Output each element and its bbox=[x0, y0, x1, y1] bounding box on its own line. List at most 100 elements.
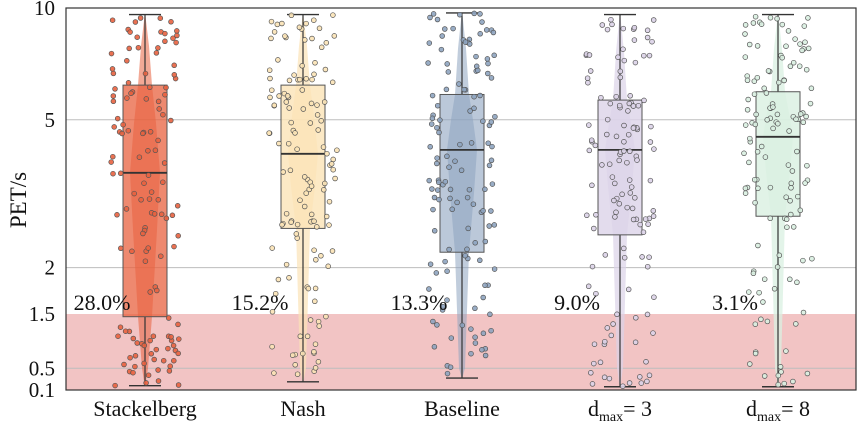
data-point bbox=[619, 191, 625, 198]
data-point bbox=[454, 199, 460, 206]
data-point bbox=[141, 342, 148, 349]
data-point bbox=[171, 357, 177, 364]
data-point bbox=[585, 79, 591, 86]
data-point bbox=[288, 219, 294, 225]
y-tick-label: 2 bbox=[45, 256, 56, 280]
data-point bbox=[426, 286, 432, 292]
data-point bbox=[602, 252, 609, 258]
data-point bbox=[632, 59, 639, 66]
data-point bbox=[447, 195, 453, 202]
data-point bbox=[756, 289, 762, 296]
data-point bbox=[641, 52, 647, 59]
data-point bbox=[591, 225, 597, 232]
data-point bbox=[470, 201, 477, 207]
data-point bbox=[111, 124, 117, 130]
data-point bbox=[299, 87, 306, 93]
data-point bbox=[612, 180, 618, 187]
data-point bbox=[482, 352, 489, 359]
data-point bbox=[466, 186, 473, 193]
data-point bbox=[267, 94, 273, 101]
data-point bbox=[790, 378, 796, 385]
data-point bbox=[108, 159, 114, 165]
data-point bbox=[171, 62, 177, 69]
data-point bbox=[291, 72, 297, 78]
data-point bbox=[742, 190, 749, 196]
data-point bbox=[755, 185, 761, 192]
data-point bbox=[648, 123, 654, 130]
data-point bbox=[322, 180, 328, 187]
data-point bbox=[294, 221, 301, 228]
data-point bbox=[625, 131, 632, 138]
data-point bbox=[326, 198, 333, 205]
data-point bbox=[135, 44, 142, 51]
data-point bbox=[437, 117, 443, 123]
data-point bbox=[624, 204, 630, 211]
data-point bbox=[146, 196, 153, 202]
data-point bbox=[752, 321, 759, 327]
data-point bbox=[586, 122, 592, 128]
x-label-3: Baseline bbox=[424, 396, 500, 421]
data-point bbox=[468, 326, 474, 332]
data-point bbox=[462, 39, 469, 45]
data-point bbox=[268, 18, 275, 25]
data-point bbox=[143, 96, 150, 102]
data-point bbox=[445, 69, 452, 75]
data-point bbox=[286, 77, 293, 84]
data-point bbox=[444, 153, 450, 160]
data-point bbox=[804, 162, 810, 169]
y-tick-label: 0.5 bbox=[29, 356, 55, 380]
data-point bbox=[426, 177, 432, 184]
data-point bbox=[585, 283, 592, 290]
data-point bbox=[165, 315, 172, 321]
data-point bbox=[314, 112, 321, 118]
data-point bbox=[330, 12, 336, 18]
y-axis-ticks: 0.10.5 1.5 2 5 10 bbox=[29, 0, 55, 402]
data-point bbox=[785, 28, 792, 34]
data-point bbox=[625, 286, 632, 293]
data-point bbox=[108, 50, 115, 57]
data-point bbox=[591, 341, 598, 347]
data-point bbox=[584, 212, 590, 219]
data-point bbox=[304, 333, 311, 340]
data-point bbox=[597, 359, 604, 366]
data-point bbox=[163, 215, 170, 222]
data-point bbox=[117, 170, 124, 177]
data-point bbox=[297, 333, 304, 340]
data-point bbox=[315, 359, 322, 365]
data-point bbox=[118, 245, 124, 252]
data-point bbox=[287, 167, 294, 174]
data-point bbox=[485, 140, 491, 146]
data-point bbox=[305, 285, 312, 292]
data-point bbox=[322, 66, 329, 73]
data-point bbox=[145, 372, 152, 378]
data-point bbox=[807, 100, 814, 107]
data-point bbox=[639, 254, 645, 260]
data-point bbox=[483, 27, 490, 33]
data-point bbox=[269, 245, 275, 251]
data-point bbox=[790, 224, 797, 230]
data-point bbox=[607, 100, 614, 107]
data-point bbox=[630, 103, 637, 109]
data-point bbox=[774, 111, 781, 118]
data-point bbox=[776, 79, 782, 86]
data-point bbox=[606, 161, 613, 167]
data-point bbox=[587, 68, 594, 74]
data-point bbox=[752, 121, 759, 128]
data-point bbox=[488, 327, 494, 334]
data-point bbox=[801, 23, 808, 29]
data-point bbox=[650, 208, 657, 214]
data-point bbox=[436, 196, 442, 203]
data-point bbox=[588, 370, 594, 376]
data-point bbox=[452, 158, 458, 164]
data-point bbox=[627, 148, 633, 155]
data-point bbox=[316, 25, 323, 32]
data-point bbox=[457, 141, 463, 148]
data-point bbox=[593, 212, 599, 218]
data-point bbox=[331, 33, 338, 39]
data-point bbox=[651, 146, 657, 152]
data-point bbox=[464, 246, 470, 253]
data-point bbox=[792, 36, 798, 42]
x-axis-labels: Stackelberg Nash Baseline dmax= 3 dmax= 8 bbox=[93, 396, 810, 422]
data-point bbox=[763, 90, 770, 96]
data-point bbox=[301, 174, 308, 180]
